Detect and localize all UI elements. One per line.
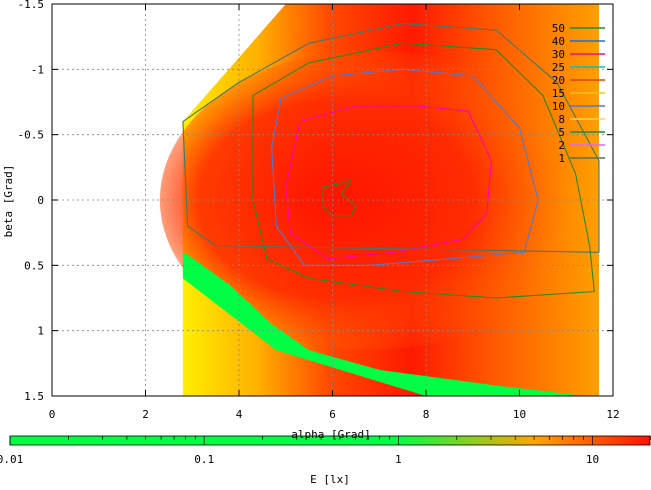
y-tick-label: -1 xyxy=(31,63,44,76)
axes-layer: 0 2 4 6 8 10 12-1.5-1-0.500.511.5 xyxy=(18,0,620,421)
colorbar-tick-label: 0.1 xyxy=(194,453,214,466)
y-tick-label: -0.5 xyxy=(18,129,45,142)
legend-label-2: 2 xyxy=(558,139,565,152)
colorbar-tick-label: 0.01 xyxy=(0,453,23,466)
y-tick-label: 0 xyxy=(37,194,44,207)
legend-label-40: 40 xyxy=(552,35,565,48)
colorbar: 0.01 0.1 1 10 xyxy=(0,435,651,466)
x-tick-label: 6 xyxy=(329,408,336,421)
x-tick-label: 8 xyxy=(423,408,430,421)
legend-label-5: 5 xyxy=(558,126,565,139)
x-axis-label: alpha [Grad] xyxy=(291,428,370,441)
x-tick-label: 2 xyxy=(142,408,149,421)
legend-label-8: 8 xyxy=(558,113,565,126)
y-tick-label: -1.5 xyxy=(18,0,45,11)
legend-label-25: 25 xyxy=(552,61,565,74)
x-tick-label: 12 xyxy=(606,408,619,421)
colorbar-tick-label: 1 xyxy=(395,453,402,466)
grid-layer xyxy=(52,4,613,396)
legend-label-15: 15 xyxy=(552,87,565,100)
legend-label-1: 1 xyxy=(558,152,565,165)
field-green-band xyxy=(182,252,585,396)
legend-label-20: 20 xyxy=(552,74,565,87)
contour-level-1 xyxy=(182,23,600,253)
x-tick-label: 4 xyxy=(236,408,243,421)
contour-level-30 xyxy=(285,105,492,260)
x-tick-label: 0 xyxy=(49,408,56,421)
y-tick-label: 1 xyxy=(37,325,44,338)
contour-level-50 xyxy=(322,179,357,217)
legend-label-30: 30 xyxy=(552,48,565,61)
colorbar-label: E [lx] xyxy=(310,473,350,486)
colorbar-tick-label: 10 xyxy=(586,453,599,466)
legend-label-10: 10 xyxy=(552,100,565,113)
y-axis-label: beta [Grad] xyxy=(2,165,15,238)
x-tick-label: 10 xyxy=(513,408,526,421)
legend-label-50: 50 xyxy=(552,22,565,35)
y-tick-label: 1.5 xyxy=(24,390,44,403)
contour-level-5 xyxy=(252,42,595,299)
y-tick-label: 0.5 xyxy=(24,259,44,272)
